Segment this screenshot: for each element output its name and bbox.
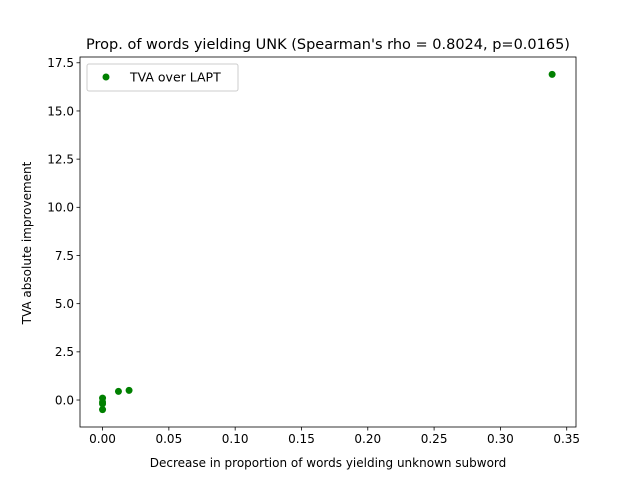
y-axis-label: TVA absolute improvement [20, 161, 34, 325]
data-point [99, 400, 107, 408]
x-axis-label: Decrease in proportion of words yielding… [150, 456, 507, 470]
x-tick-label: 0.15 [288, 432, 315, 446]
x-tick-label: 0.00 [89, 432, 116, 446]
y-tick-label: 10.0 [47, 201, 74, 215]
y-tick-label: 5.0 [55, 297, 74, 311]
plot-frame [79, 56, 577, 428]
data-point [548, 70, 556, 78]
data-point [114, 387, 122, 395]
y-tick-label: 12.5 [47, 152, 74, 166]
legend-label: TVA over LAPT [129, 70, 221, 85]
y-tick-label: 7.5 [55, 249, 74, 263]
legend-marker [102, 73, 110, 81]
x-tick-label: 0.30 [487, 432, 514, 446]
x-tick-label: 0.20 [354, 432, 381, 446]
chart-title: Prop. of words yielding UNK (Spearman's … [86, 37, 570, 53]
x-tick-label: 0.05 [155, 432, 182, 446]
legend-box [86, 63, 239, 92]
y-tick-label: 15.0 [47, 104, 74, 118]
x-tick-label: 0.25 [421, 432, 448, 446]
legend: TVA over LAPT [86, 63, 239, 92]
x-tick-label: 0.10 [222, 432, 249, 446]
y-tick-label: 2.5 [55, 345, 74, 359]
plot-area [80, 57, 576, 427]
y-tick-label: 17.5 [47, 56, 74, 70]
x-tick-label: 0.35 [553, 432, 580, 446]
data-point [99, 406, 107, 414]
data-point [125, 386, 133, 394]
y-tick-label: 0.0 [55, 393, 74, 407]
